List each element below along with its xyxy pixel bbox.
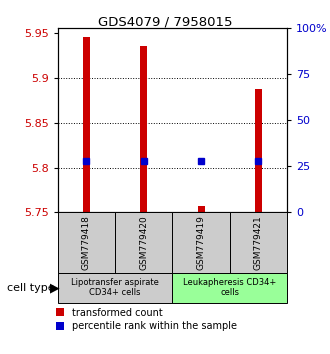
Bar <box>58 273 173 303</box>
Text: GDS4079 / 7958015: GDS4079 / 7958015 <box>98 16 232 29</box>
Text: ▶: ▶ <box>50 281 59 294</box>
Text: GSM779421: GSM779421 <box>254 215 263 270</box>
Text: GSM779419: GSM779419 <box>197 215 206 270</box>
Text: GSM779418: GSM779418 <box>82 215 91 270</box>
Text: Lipotransfer aspirate
CD34+ cells: Lipotransfer aspirate CD34+ cells <box>71 278 159 297</box>
Bar <box>140 46 147 212</box>
Text: Leukapheresis CD34+
cells: Leukapheresis CD34+ cells <box>183 278 277 297</box>
Bar <box>230 212 287 273</box>
Bar <box>255 89 262 212</box>
Bar <box>58 212 115 273</box>
Bar <box>115 212 173 273</box>
Text: cell type: cell type <box>7 282 54 293</box>
Text: GSM779420: GSM779420 <box>139 215 148 270</box>
Bar <box>198 206 205 212</box>
Bar <box>173 273 287 303</box>
Bar <box>173 212 230 273</box>
Bar <box>83 37 90 212</box>
Legend: transformed count, percentile rank within the sample: transformed count, percentile rank withi… <box>56 308 237 331</box>
